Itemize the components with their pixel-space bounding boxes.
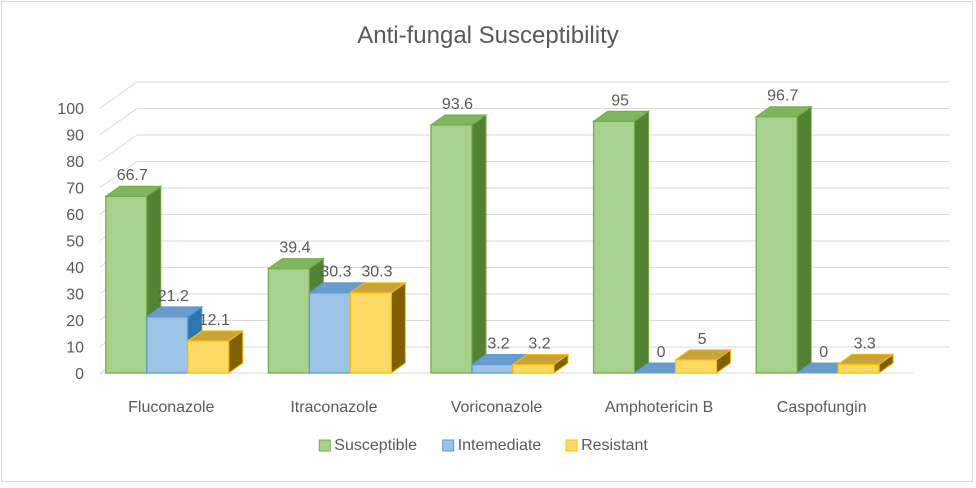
data-label: 3.3 xyxy=(854,335,876,352)
bar-top xyxy=(186,330,245,342)
legend-swatch xyxy=(318,439,331,452)
bar-top xyxy=(836,353,895,365)
y-tick-label: 100 xyxy=(57,101,84,118)
y-tick-label: 50 xyxy=(66,234,84,251)
y-tick-label: 80 xyxy=(66,154,84,171)
y-tick-label: 10 xyxy=(66,340,84,357)
bar-side xyxy=(796,105,812,374)
y-tick-label: 40 xyxy=(66,260,84,277)
data-label: 93.6 xyxy=(442,96,473,113)
bar-resistant-amphotericin-b xyxy=(674,359,718,374)
bar-top xyxy=(145,306,204,318)
legend-item: Susceptible xyxy=(334,437,417,454)
data-label: 5 xyxy=(698,331,707,348)
bars xyxy=(104,105,895,374)
data-label: 0 xyxy=(657,344,666,361)
data-label: 39.4 xyxy=(279,240,310,257)
data-label: 30.3 xyxy=(361,264,392,281)
data-label: 21.2 xyxy=(158,288,189,305)
data-label: 95 xyxy=(611,92,629,109)
data-label: 30.3 xyxy=(320,264,351,281)
data-label: 3.2 xyxy=(487,336,509,353)
chart-title: Anti-fungal Susceptibility xyxy=(357,22,618,49)
gridline xyxy=(99,267,950,294)
gridline xyxy=(99,214,950,241)
bar-top xyxy=(429,114,488,126)
bar-susceptible-amphotericin-b xyxy=(592,120,636,374)
bar-intemediate-itraconazole xyxy=(308,292,352,374)
legend-item: Resistant xyxy=(581,437,648,454)
data-label: 3.2 xyxy=(528,336,550,353)
gridlines xyxy=(99,81,950,374)
bar-resistant-voriconazole xyxy=(512,363,555,374)
bar-top xyxy=(592,110,651,122)
legend-swatch xyxy=(442,439,455,452)
x-tick-label: Fluconazole xyxy=(128,399,214,416)
bar-side xyxy=(390,281,406,374)
y-axis: 0 10 20 30 40 50 60 70 80 90 100 xyxy=(57,101,84,383)
bar-susceptible-itraconazole xyxy=(267,267,311,374)
legend-item: Intemediate xyxy=(458,437,542,454)
y-tick-label: 20 xyxy=(66,313,84,330)
bar-side xyxy=(471,113,487,374)
bar-resistant-itraconazole xyxy=(349,292,393,374)
x-axis: Fluconazole Itraconazole Voriconazole Ampho… xyxy=(128,399,866,416)
x-tick-label: Voriconazole xyxy=(451,399,543,416)
bar-top xyxy=(348,282,407,294)
bar-side xyxy=(634,110,650,374)
bar-susceptible-fluconazole xyxy=(105,195,148,374)
data-label: 12.1 xyxy=(199,312,230,329)
data-labels: 66.7 21.2 12.1 39.4 30.3 30.3 93.6 3.2 3.2 95 0 5 96… xyxy=(117,88,876,361)
data-label: 96.7 xyxy=(767,88,798,105)
x-tick-label: Itraconazole xyxy=(290,399,377,416)
bar-top xyxy=(674,349,733,361)
gridline xyxy=(99,187,950,215)
y-tick-label: 0 xyxy=(75,366,84,383)
bar-top xyxy=(104,185,163,197)
gridline xyxy=(99,134,950,162)
data-label: 66.7 xyxy=(117,167,148,184)
y-tick-label: 30 xyxy=(66,287,84,304)
y-tick-label: 70 xyxy=(66,181,84,198)
y-tick-label: 90 xyxy=(66,128,84,145)
bar-top xyxy=(754,106,813,118)
bar-susceptible-voriconazole xyxy=(430,124,473,374)
x-tick-label: Amphotericin B xyxy=(605,399,714,416)
legend-swatch xyxy=(565,439,578,452)
bar-intemediate-voriconazole xyxy=(471,363,514,374)
y-tick-label: 60 xyxy=(66,207,84,224)
bar-resistant-caspofungin xyxy=(837,363,880,374)
bar-susceptible-caspofungin xyxy=(755,116,798,374)
gridline xyxy=(99,108,950,135)
gridline xyxy=(99,240,950,268)
gridline xyxy=(99,81,950,109)
x-tick-label: Caspofungin xyxy=(777,399,867,416)
bar-top xyxy=(511,354,570,366)
bar-intemediate-fluconazole xyxy=(146,316,189,374)
legend: Susceptible Intemediate Resistant xyxy=(318,437,648,454)
bar-resistant-fluconazole xyxy=(187,340,230,374)
gridline xyxy=(99,161,950,188)
bar-top xyxy=(266,258,325,270)
data-label: 0 xyxy=(819,344,828,361)
